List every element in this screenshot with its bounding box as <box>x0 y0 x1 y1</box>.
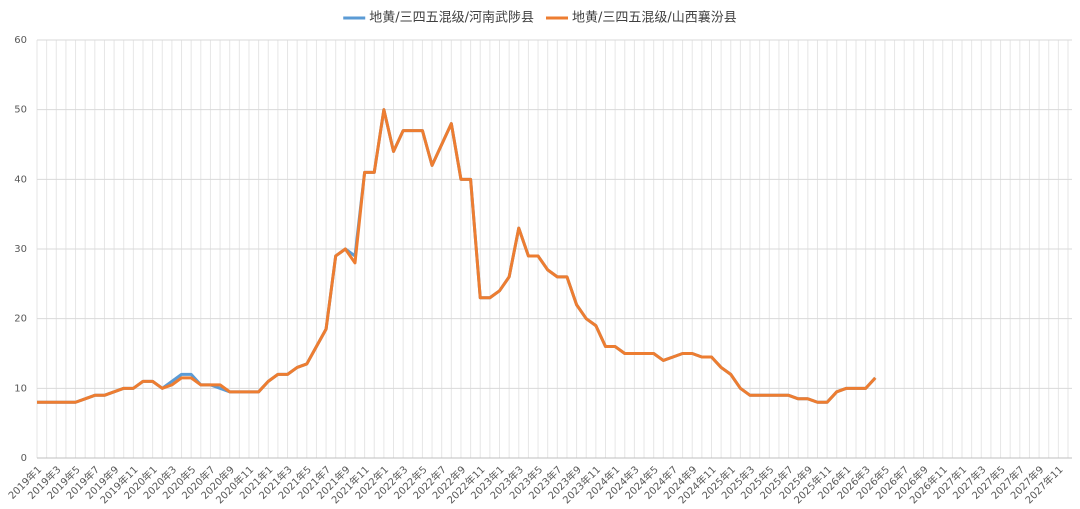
y-tick-label: 40 <box>14 174 27 185</box>
y-tick-label: 30 <box>14 244 27 255</box>
legend-label: 地黄/三四五混级/河南武陟县 <box>369 10 534 26</box>
series-line <box>37 108 877 404</box>
legend-label: 地黄/三四五混级/山西襄汾县 <box>572 10 737 26</box>
y-tick-label: 0 <box>21 453 27 464</box>
y-tick-label: 20 <box>14 314 27 325</box>
y-tick-label: 10 <box>14 383 27 394</box>
y-tick-label: 60 <box>14 35 27 46</box>
y-tick-label: 50 <box>14 105 27 116</box>
